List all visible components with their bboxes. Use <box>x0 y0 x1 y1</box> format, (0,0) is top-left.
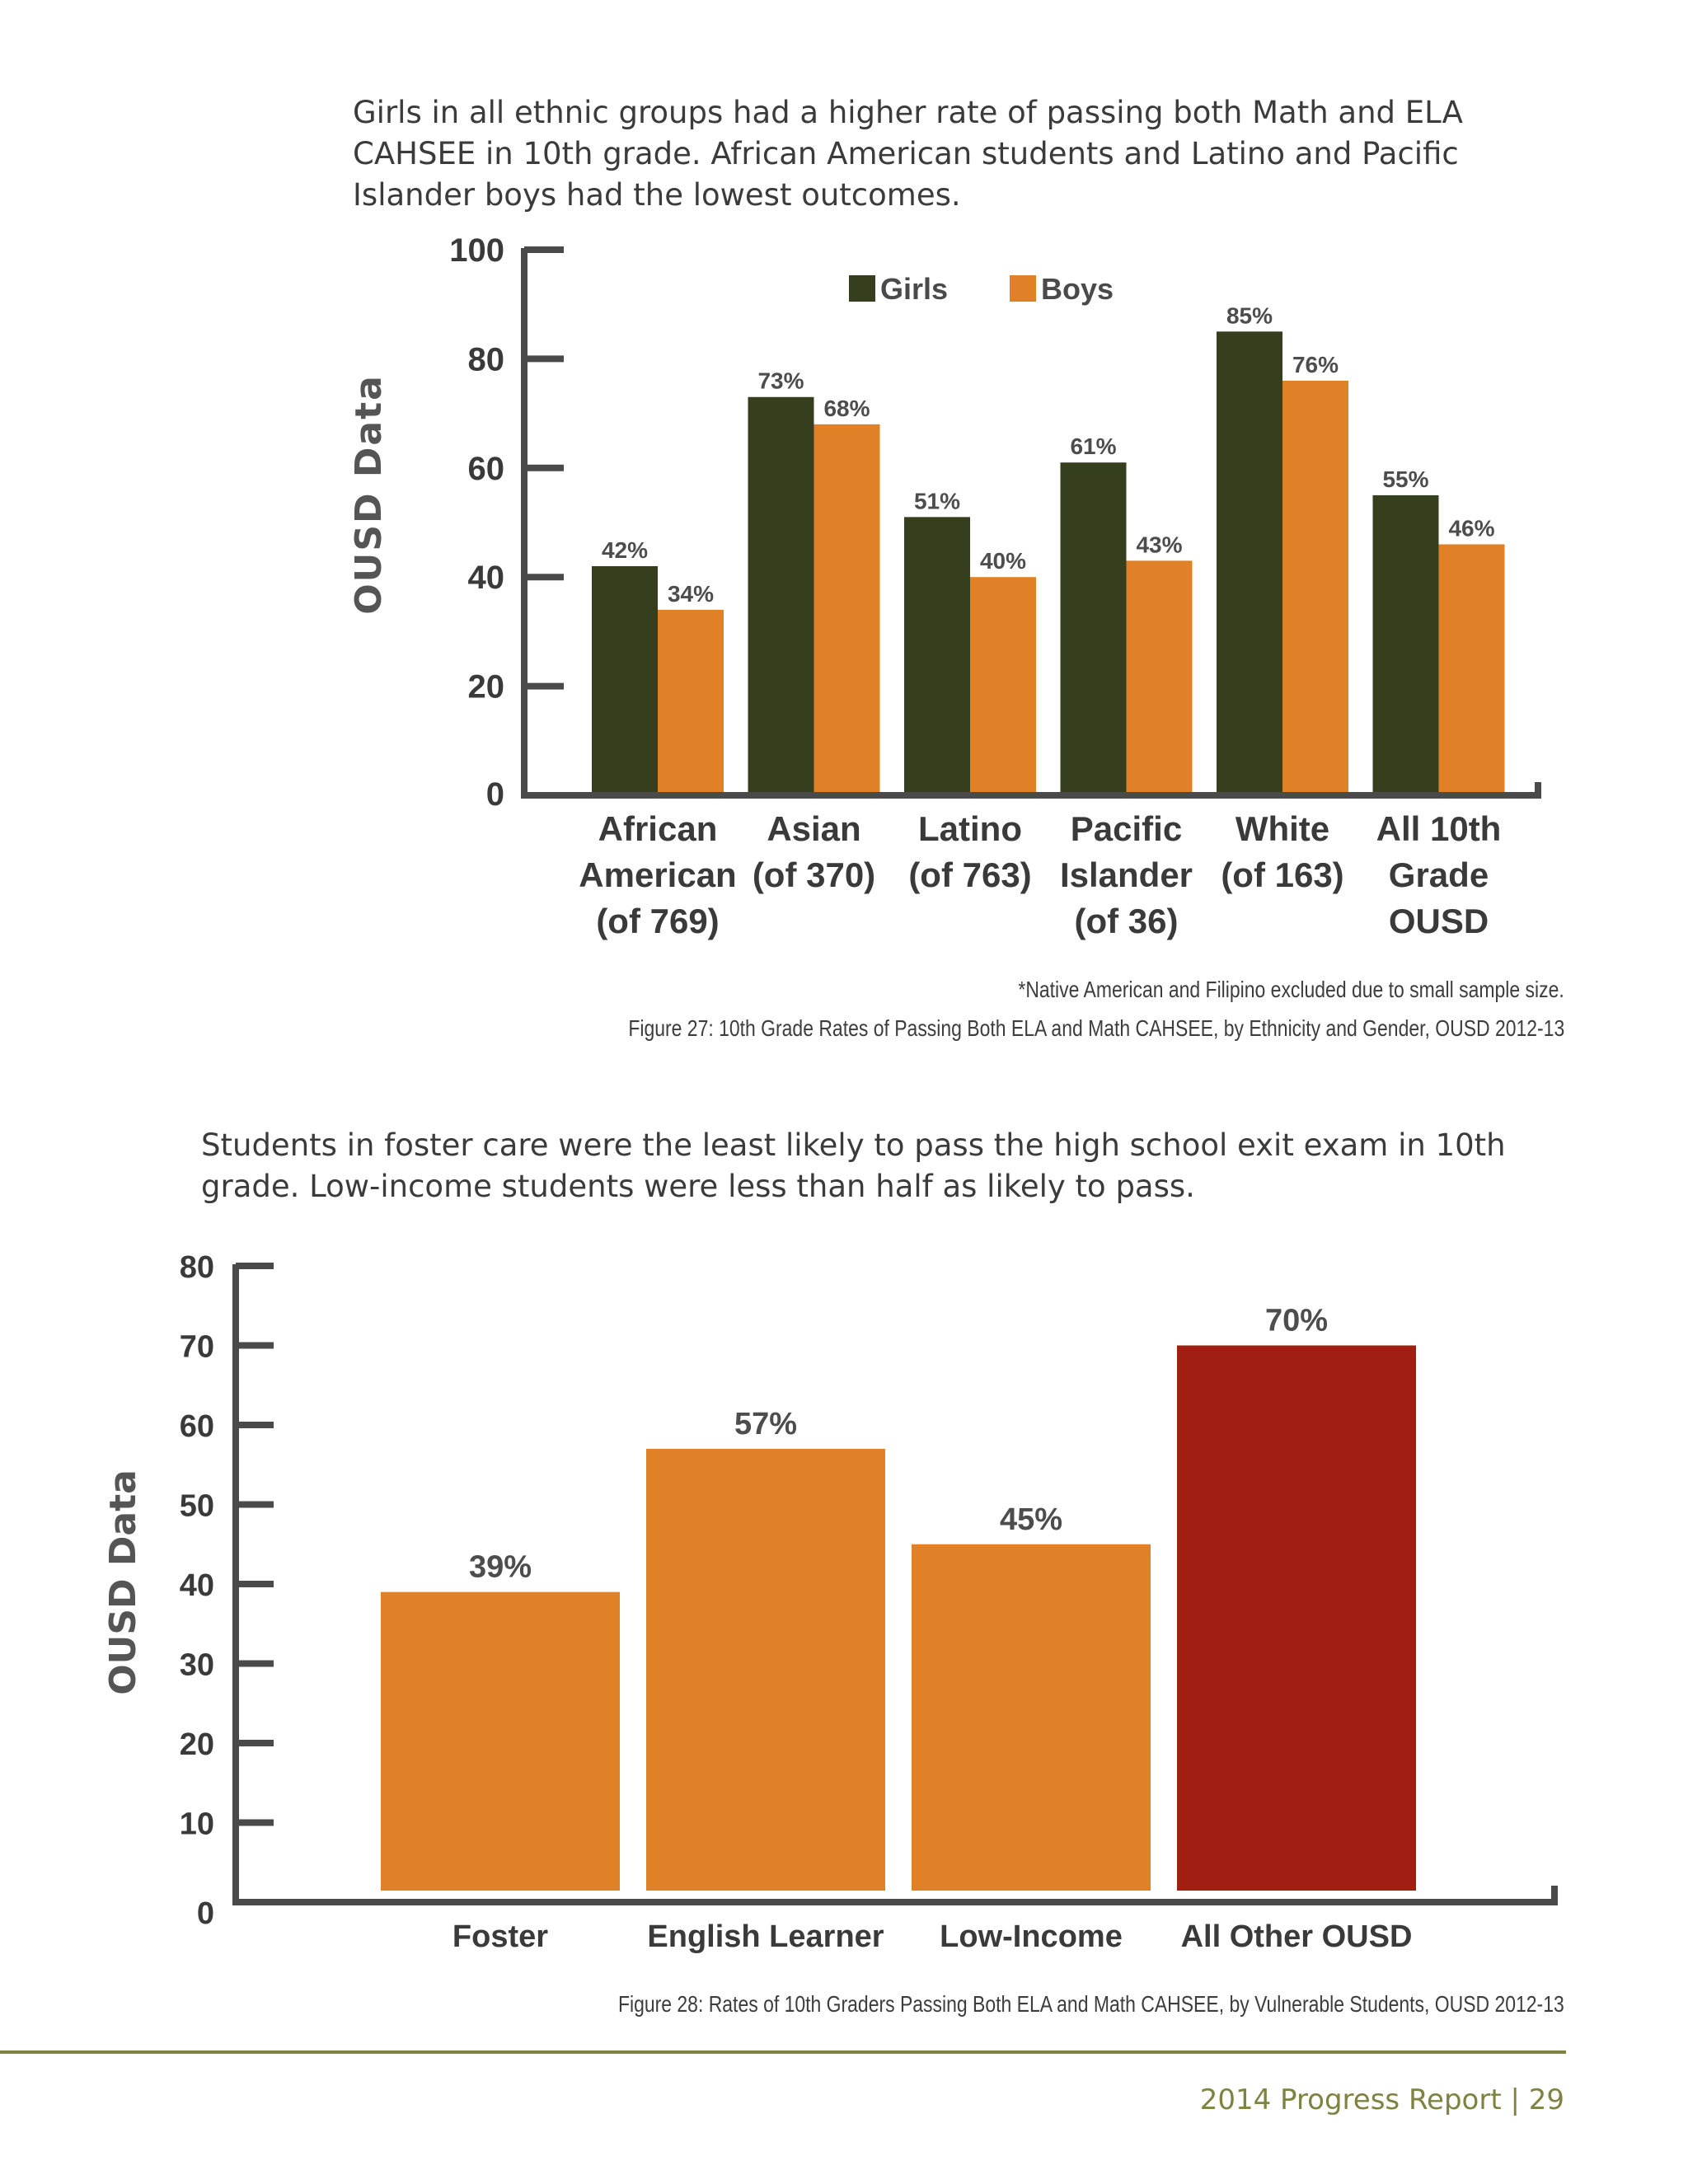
y-tick-label: 0 <box>197 1896 214 1931</box>
data-label: 73% <box>757 368 804 394</box>
data-label: 76% <box>1292 352 1339 377</box>
bar-girls <box>1217 331 1282 792</box>
y-tick-label: 100 <box>449 232 504 269</box>
x-tick-label: (of 36) <box>1075 902 1179 940</box>
bar <box>912 1544 1151 1891</box>
x-tick-label: (of 370) <box>753 855 875 894</box>
x-tick-label: Asian <box>767 809 860 848</box>
bar-girls <box>1060 462 1127 792</box>
data-label: 85% <box>1226 302 1273 328</box>
intro-text-figure-28: Students in foster care were the least l… <box>201 1127 1506 1204</box>
y-tick-label: 40 <box>180 1568 214 1603</box>
x-tick-label: OUSD <box>1389 902 1489 940</box>
y-tick-label: 80 <box>180 1250 214 1285</box>
x-tick-label: American <box>579 855 736 894</box>
data-label: 68% <box>823 396 870 421</box>
intro-text-figure-27: Girls in all ethnic groups had a higher … <box>353 95 1463 213</box>
data-label: 43% <box>1136 532 1182 557</box>
bar-girls <box>904 517 970 792</box>
y-tick-label: 30 <box>180 1648 214 1683</box>
legend-label: Girls <box>880 272 948 306</box>
chart-vulnerable-students: 0 10 20 30 40 50 60 70 80 OUSD Data 39% Foster 57% En… <box>102 1250 1558 1954</box>
y-tick-label: 20 <box>468 669 505 705</box>
x-tick-label: English Learner <box>647 1919 884 1954</box>
data-label: 34% <box>668 581 714 607</box>
data-label: 42% <box>602 537 648 563</box>
bar <box>646 1448 885 1891</box>
data-label: 46% <box>1448 515 1494 541</box>
footer-rule <box>0 2050 1566 2054</box>
bar-boys <box>814 424 880 792</box>
bar-girls <box>1372 494 1439 792</box>
data-label: 70% <box>1265 1304 1328 1338</box>
bar <box>381 1591 620 1891</box>
y-tick-label: 40 <box>468 560 505 596</box>
x-tick-label: Pacific <box>1071 809 1182 848</box>
data-label: 39% <box>469 1550 532 1585</box>
legend-swatch <box>1010 275 1036 302</box>
bar-girls <box>748 396 814 792</box>
y-tick-label: 80 <box>468 341 505 377</box>
page-footer: 2014 Progress Report | 29 <box>1199 2083 1564 2116</box>
footnote-figure-27: *Native American and Filipino excluded d… <box>1018 977 1564 1002</box>
x-tick-label: African <box>598 809 718 848</box>
y-tick-label: 60 <box>180 1409 214 1444</box>
x-tick-label: Latino <box>918 809 1022 848</box>
y-tick-label: 10 <box>180 1807 214 1842</box>
bar-girls <box>592 565 658 792</box>
bar-boys <box>658 609 724 792</box>
x-tick-label: All Other OUSD <box>1181 1919 1413 1954</box>
data-label: 55% <box>1382 466 1428 492</box>
legend-swatch <box>849 275 875 302</box>
chart-ethnicity-gender: 0 20 40 60 80 100 OUSD Data 42% 34% African Americ… <box>348 232 1541 940</box>
y-axis-label: OUSD Data <box>102 1469 144 1695</box>
x-tick-label: Islander <box>1060 855 1193 894</box>
data-label: 57% <box>734 1407 797 1441</box>
y-tick-label: 50 <box>180 1489 214 1524</box>
bar-boys <box>1282 380 1348 792</box>
y-tick-label: 60 <box>468 451 505 487</box>
x-tick-label: (of 769) <box>596 902 719 940</box>
y-tick-label: 0 <box>486 776 504 813</box>
y-tick-label: 70 <box>180 1330 214 1365</box>
data-label: 40% <box>980 548 1026 574</box>
data-label: 51% <box>914 488 960 513</box>
bar <box>1177 1345 1416 1891</box>
bar-boys <box>1126 560 1193 792</box>
legend-label: Boys <box>1041 272 1114 306</box>
bar-boys <box>1438 544 1505 792</box>
x-tick-label: Foster <box>452 1919 548 1954</box>
y-axis-label: OUSD Data <box>348 374 390 615</box>
x-tick-label: White <box>1236 809 1329 848</box>
x-tick-label: Grade <box>1389 855 1489 894</box>
x-tick-label: (of 763) <box>908 855 1031 894</box>
y-tick-label: 20 <box>180 1727 214 1762</box>
x-tick-label: Low-Income <box>940 1919 1123 1954</box>
data-label: 45% <box>1000 1502 1062 1537</box>
x-tick-label: (of 163) <box>1221 855 1343 894</box>
bar-boys <box>970 577 1036 792</box>
x-tick-label: All 10th <box>1376 809 1502 848</box>
caption-figure-28: Figure 28: Rates of 10th Graders Passing… <box>618 1991 1564 2017</box>
data-label: 61% <box>1070 434 1116 459</box>
caption-figure-27: Figure 27: 10th Grade Rates of Passing B… <box>628 1015 1564 1041</box>
